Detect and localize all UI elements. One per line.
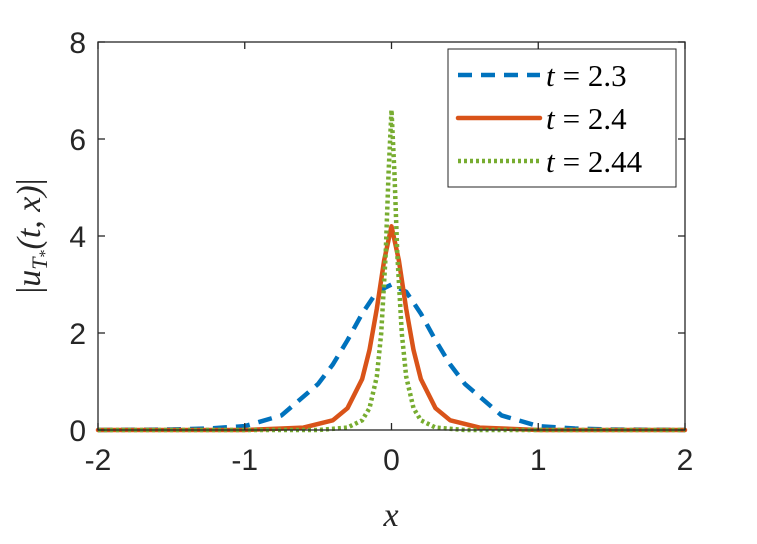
- legend-label-t-2-44: t = 2.44: [546, 144, 643, 179]
- series-line-t-2-3: [97, 282, 686, 433]
- y-label-args: (t, x): [11, 185, 48, 249]
- x-tick-labels: -2 -1 0 1 2: [85, 444, 694, 477]
- y-label-bar-left: |: [11, 287, 48, 294]
- y-label-bar-right: |: [11, 178, 48, 185]
- legend-var-t-2-44: t: [546, 144, 556, 179]
- legend-label-t-2-4: t = 2.4: [546, 101, 627, 136]
- y-label-sub-t: T: [27, 256, 52, 270]
- x-tick-label: 0: [383, 444, 400, 477]
- y-tick-label: 6: [69, 124, 86, 157]
- series-line-t-2-44: [98, 107, 685, 433]
- x-tick-label: 1: [530, 444, 547, 477]
- x-tick-label: -2: [85, 444, 112, 477]
- svg-text:|uT*(t, x)|: |uT*(t, x)|: [11, 178, 54, 293]
- legend: t = 2.3 t = 2.4 t = 2.44: [447, 48, 677, 188]
- tick-marks: [97, 41, 686, 431]
- legend-value-t-2-3: = 2.3: [563, 58, 627, 93]
- legend-value-t-2-4: = 2.4: [563, 101, 627, 136]
- y-label-u: u: [11, 270, 48, 287]
- legend-value-t-2-44: = 2.44: [563, 144, 643, 179]
- y-axis-label: |uT*(t, x)|: [11, 178, 54, 293]
- legend-var-t-2-4: t: [546, 101, 556, 136]
- legend-label-t-2-3: t = 2.3: [546, 58, 627, 93]
- y-tick-label: 8: [69, 27, 86, 60]
- series-line-t-2-4: [95, 224, 688, 433]
- y-tick-label: 2: [69, 318, 86, 351]
- series-layer: [95, 107, 688, 433]
- x-axis-label: x: [382, 497, 398, 534]
- y-tick-label: 4: [69, 221, 86, 254]
- legend-var-t-2-3: t: [546, 58, 556, 93]
- x-tick-label: 2: [677, 444, 694, 477]
- x-tick-label: -1: [231, 444, 258, 477]
- y-tick-label: 0: [69, 415, 86, 448]
- y-tick-labels: 0 2 4 6 8: [69, 27, 86, 448]
- y-label-sub-star: *: [37, 249, 54, 257]
